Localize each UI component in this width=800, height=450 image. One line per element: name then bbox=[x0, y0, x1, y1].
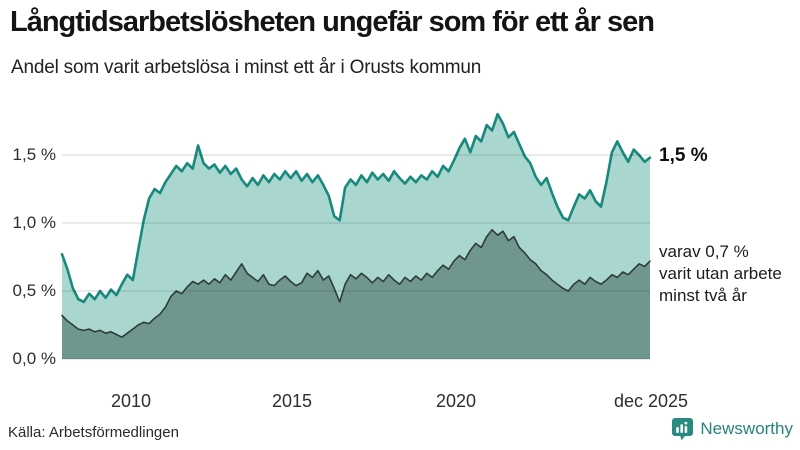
y-axis-tick: 1,0 % bbox=[12, 213, 56, 232]
x-axis-tick: 2015 bbox=[271, 391, 313, 411]
y-axis-tick: 0,5 % bbox=[12, 281, 56, 300]
series-annotation: varav 0,7 % varit utan arbete minst två … bbox=[659, 241, 782, 307]
annotation-line: minst två år bbox=[659, 286, 747, 305]
annotation-line: varav 0,7 % bbox=[659, 242, 749, 261]
brand-logo: Newsworthy bbox=[671, 417, 793, 441]
newsworthy-icon bbox=[672, 418, 694, 441]
annotation-line: varit utan arbete bbox=[659, 264, 782, 283]
x-axis-tick: dec 2025 bbox=[613, 391, 689, 411]
y-axis-tick: 1,5 % bbox=[12, 145, 56, 164]
series-end-value-label: 1,5 % bbox=[659, 145, 708, 166]
y-axis-tick: 0,0 % bbox=[12, 349, 56, 368]
page-title: Långtidsarbetslösheten ungefär som för e… bbox=[10, 6, 655, 38]
brand-name: Newsworthy bbox=[700, 419, 793, 438]
source-credit: Källa: Arbetsförmedlingen bbox=[8, 424, 179, 441]
x-axis-tick: 2010 bbox=[110, 391, 152, 411]
chart-subtitle: Andel som varit arbetslösa i minst ett å… bbox=[11, 57, 482, 78]
x-axis-tick: 2020 bbox=[435, 391, 477, 411]
